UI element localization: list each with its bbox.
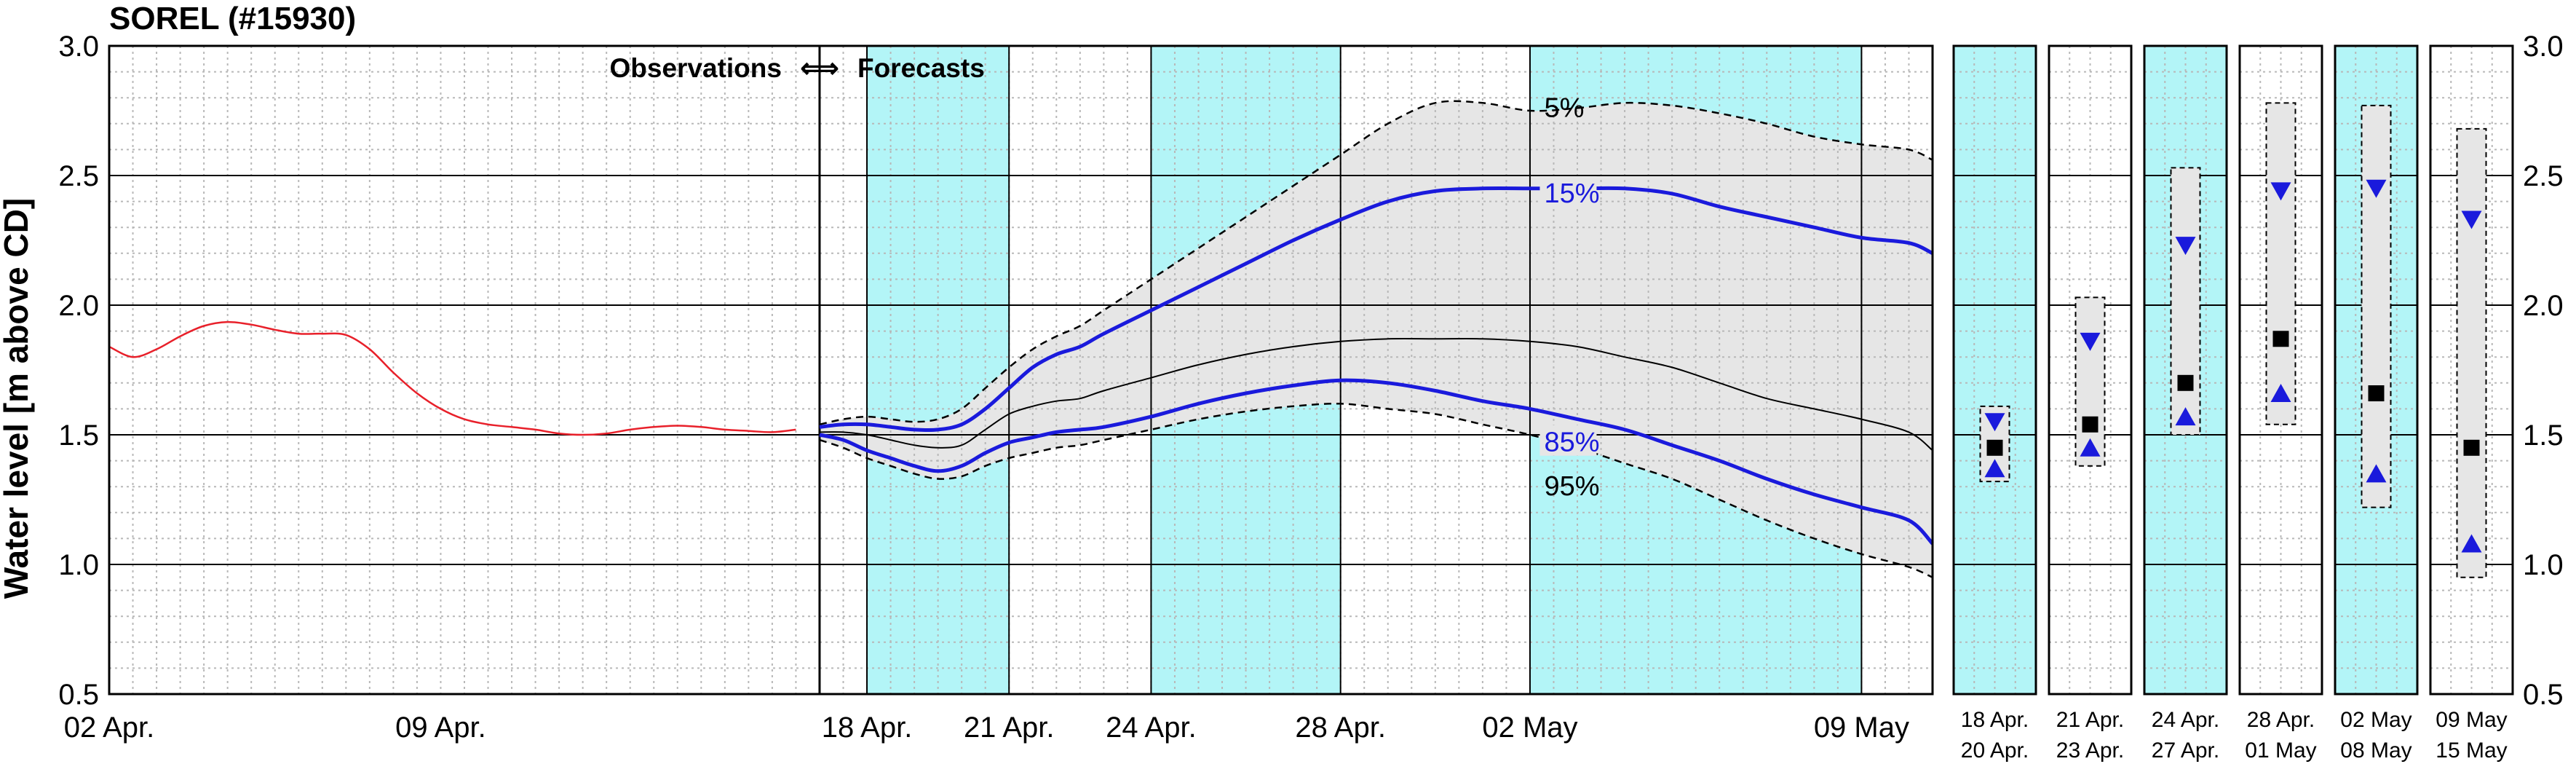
right-y-tick-label: 2.0 xyxy=(2523,290,2564,322)
panel-envelope-box xyxy=(2074,296,2106,467)
panel-frame xyxy=(2334,44,2419,696)
panel-envelope-box xyxy=(2170,167,2201,436)
band-line-85pct xyxy=(819,378,1934,545)
period-panel: 21 Apr. 23 Apr. xyxy=(2048,44,2133,763)
x-tick-label: 02 Apr. xyxy=(64,712,155,744)
percentile-label: 5% xyxy=(1544,92,1584,123)
median-marker xyxy=(2272,331,2289,347)
right-y-tick-label: 2.5 xyxy=(2523,160,2564,192)
forecasts-label: Forecasts xyxy=(857,53,985,83)
period-panel: 09 May 15 May xyxy=(2429,44,2514,763)
panel-envelope-box xyxy=(2265,102,2296,425)
p85-marker xyxy=(2461,534,2482,553)
panel-frame xyxy=(2429,44,2514,696)
period-panel: 02 May 08 May xyxy=(2334,44,2419,763)
panel-label-start: 09 May xyxy=(2436,708,2507,732)
panel-label-start: 02 May xyxy=(2340,708,2411,732)
median-marker xyxy=(2082,416,2099,433)
percentile-label: 85% xyxy=(1544,428,1599,458)
panel-label-start: 28 Apr. xyxy=(2247,708,2315,732)
panel-frame xyxy=(2048,44,2133,696)
p15-marker xyxy=(2175,237,2196,256)
x-tick-label: 09 Apr. xyxy=(395,712,486,744)
y-tick-label: 2.0 xyxy=(58,290,99,322)
observations-forecasts-arrow: ⟺ xyxy=(800,53,839,83)
panel-label-end: 15 May xyxy=(2436,738,2507,763)
panel-frame xyxy=(1952,44,2037,696)
p85-marker xyxy=(2175,407,2196,426)
percentile-label-bg xyxy=(1539,425,1597,456)
y-tick-label: 0.5 xyxy=(58,679,99,711)
right-y-tick-label: 1.5 xyxy=(2523,420,2564,452)
panel-label-start: 24 Apr. xyxy=(2152,708,2219,732)
median-marker xyxy=(2463,439,2480,456)
period-panel: 28 Apr. 01 May xyxy=(2238,44,2323,763)
p85-marker xyxy=(2270,384,2291,403)
x-tick-label: 18 Apr. xyxy=(822,712,913,744)
y-tick-label: 2.5 xyxy=(58,160,99,192)
panel-frame xyxy=(2143,44,2228,696)
p85-marker xyxy=(2080,438,2101,457)
band-line-15pct xyxy=(819,186,1934,433)
right-y-tick-label: 1.0 xyxy=(2523,549,2564,581)
x-tick-label: 21 Apr. xyxy=(964,712,1055,744)
median-marker xyxy=(2177,374,2194,391)
panel-label-end: 27 Apr. xyxy=(2152,738,2219,763)
panel-label-end: 08 May xyxy=(2340,738,2411,763)
x-tick-label: 02 May xyxy=(1482,712,1577,744)
panel-label-end: 01 May xyxy=(2245,738,2316,763)
period-panel: 18 Apr. 20 Apr. xyxy=(1952,44,2037,763)
p85-marker xyxy=(1984,459,2005,478)
shaded-period xyxy=(867,46,1010,694)
envelope-line-5pct xyxy=(819,100,1933,426)
plot-frame xyxy=(108,44,1934,696)
x-tick-label: 28 Apr. xyxy=(1295,712,1386,744)
p15-marker xyxy=(2461,210,2482,229)
percentile-label-bg xyxy=(1539,176,1597,207)
y-tick-label: 3.0 xyxy=(58,31,99,63)
right-y-tick-label: 3.0 xyxy=(2523,31,2564,63)
p15-marker xyxy=(1984,413,2005,432)
y-axis-label: Water level [m above CD] xyxy=(0,198,35,599)
panel-label-end: 20 Apr. xyxy=(1961,738,2029,763)
period-panel: 24 Apr. 27 Apr. xyxy=(2143,44,2228,763)
percentile-label: 15% xyxy=(1544,178,1599,209)
panel-frame xyxy=(2238,44,2323,696)
panel-label-start: 21 Apr. xyxy=(2056,708,2124,732)
panel-envelope-box xyxy=(2361,104,2392,508)
percentile-label: 95% xyxy=(1544,471,1599,502)
envelope-line-95pct xyxy=(819,402,1933,578)
panel-label-start: 18 Apr. xyxy=(1961,708,2029,732)
p15-marker xyxy=(2080,332,2101,351)
chart-title: SOREL (#15930) xyxy=(109,1,356,36)
x-tick-label: 09 May xyxy=(1814,712,1909,744)
p15-marker xyxy=(2366,179,2387,198)
panel-label-end: 23 Apr. xyxy=(2056,738,2124,763)
observations-line xyxy=(108,320,796,436)
panel-shade xyxy=(1954,46,2036,694)
main-plot: 5% 15% 85% 95% Observations ⟺ Forecasts 0.5 1.0 1… xyxy=(58,31,1934,744)
observations-label: Observations xyxy=(609,53,781,83)
median-marker xyxy=(2368,385,2385,402)
x-tick-label: 24 Apr. xyxy=(1106,712,1197,744)
period-summary-panels: 18 Apr. 20 Apr. 21 Apr. 23 Apr. 24 Apr. 27 Ap… xyxy=(1952,31,2564,763)
median-marker xyxy=(1986,439,2003,456)
p85-marker xyxy=(2366,464,2387,483)
p15-marker xyxy=(2270,182,2291,201)
median-line xyxy=(819,338,1933,452)
right-y-tick-label: 0.5 xyxy=(2523,679,2564,711)
y-tick-label: 1.5 xyxy=(58,420,99,452)
y-tick-label: 1.0 xyxy=(58,549,99,581)
panel-envelope-box xyxy=(2456,127,2487,578)
